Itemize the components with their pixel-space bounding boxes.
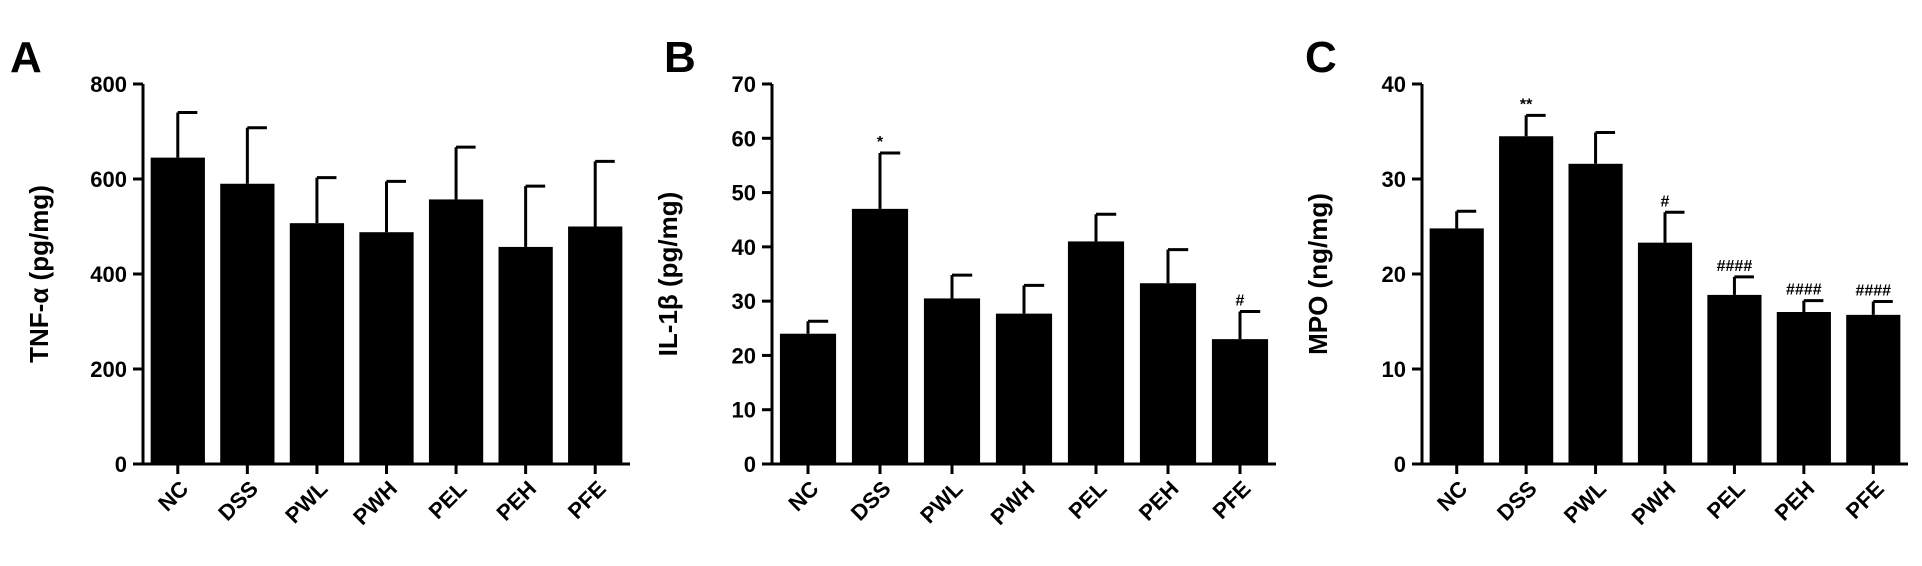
panel-letter: B bbox=[664, 33, 696, 82]
y-axis-title: IL-1β (pg/mg) bbox=[653, 192, 683, 357]
x-tick-label: PEL bbox=[1702, 476, 1750, 524]
bar-nc bbox=[779, 333, 837, 464]
y-tick-label: 800 bbox=[90, 72, 127, 97]
x-tick-label: DSS bbox=[213, 476, 263, 526]
panel-b: B 0 10 20 30 40 50 60 70 IL-1β (pg/mg) NC DSS * PWL PW… bbox=[653, 33, 1276, 530]
panel-a: A 0 200 400 600 800 TNF-α (pg/mg) NC DSS PWL PWH PE… bbox=[10, 33, 630, 530]
x-tick-label: PWL bbox=[915, 476, 967, 528]
y-axis-title: TNF-α (pg/mg) bbox=[24, 185, 54, 363]
bar-dss bbox=[851, 208, 909, 464]
x-tick-label: PWH bbox=[986, 476, 1040, 530]
x-tick-label: NC bbox=[153, 476, 193, 516]
y-tick-label: 400 bbox=[90, 262, 127, 287]
y-tick-label: 600 bbox=[90, 167, 127, 192]
y-tick-label: 30 bbox=[732, 289, 756, 314]
x-tick-label: NC bbox=[783, 476, 823, 516]
bar-pel bbox=[428, 199, 484, 465]
bar-pwl bbox=[923, 298, 981, 464]
significance-label: # bbox=[1661, 193, 1670, 210]
x-tick-label: PEL bbox=[1064, 476, 1112, 524]
y-tick-label: 70 bbox=[732, 72, 756, 97]
bar-dss bbox=[1499, 136, 1554, 464]
x-tick-label: PFE bbox=[1841, 476, 1889, 524]
bar-pwh bbox=[1637, 242, 1693, 464]
x-tick-label: PEH bbox=[492, 476, 542, 526]
y-axis-title: MPO (ng/mg) bbox=[1303, 193, 1333, 355]
x-tick-label: DSS bbox=[846, 476, 896, 526]
bar-pfe bbox=[1846, 314, 1901, 464]
bar-peh bbox=[1776, 312, 1831, 464]
y-tick-label: 0 bbox=[115, 452, 127, 477]
significance-label: #### bbox=[1717, 258, 1753, 275]
y-tick-label: 60 bbox=[732, 126, 756, 151]
x-tick-label: DSS bbox=[1492, 476, 1542, 526]
x-tick-label: PFE bbox=[563, 476, 611, 524]
y-tick-label: 40 bbox=[732, 235, 756, 260]
significance-label: #### bbox=[1855, 283, 1891, 300]
bar-pfe bbox=[1211, 339, 1269, 464]
significance-label: ** bbox=[1520, 96, 1533, 113]
panel-letter: A bbox=[10, 33, 42, 82]
bar-pwh bbox=[359, 232, 414, 464]
panel-c: C 0 10 20 30 40 MPO (ng/mg) NC DSS ** PWL PWH # PEL ##… bbox=[1303, 33, 1908, 530]
bar-pfe bbox=[568, 226, 623, 464]
x-tick-label: PFE bbox=[1208, 476, 1256, 524]
bar-pel bbox=[1067, 241, 1125, 464]
y-tick-label: 10 bbox=[732, 398, 756, 423]
bar-nc bbox=[150, 157, 205, 464]
y-tick-label: 0 bbox=[1394, 452, 1406, 477]
x-tick-label: PWL bbox=[1559, 476, 1611, 528]
bar-nc bbox=[1429, 228, 1484, 464]
y-tick-label: 0 bbox=[744, 452, 756, 477]
x-tick-label: PWH bbox=[348, 476, 402, 530]
significance-label: # bbox=[1236, 292, 1245, 309]
y-tick-label: 20 bbox=[732, 343, 756, 368]
x-tick-label: PEH bbox=[1770, 476, 1820, 526]
x-tick-label: PWL bbox=[280, 476, 332, 528]
y-tick-label: 10 bbox=[1382, 357, 1406, 382]
bar-pwl bbox=[1568, 163, 1623, 465]
bar-pel bbox=[1707, 294, 1762, 464]
bar-pwl bbox=[289, 223, 345, 464]
significance-label: * bbox=[877, 134, 884, 151]
significance-label: #### bbox=[1786, 282, 1822, 299]
x-tick-label: PEL bbox=[424, 476, 472, 524]
x-tick-label: PEH bbox=[1134, 476, 1184, 526]
y-tick-label: 50 bbox=[732, 181, 756, 206]
y-tick-label: 20 bbox=[1382, 262, 1406, 287]
bar-peh bbox=[498, 246, 553, 464]
y-tick-label: 30 bbox=[1382, 167, 1406, 192]
bar-pwh bbox=[995, 313, 1053, 464]
bar-peh bbox=[1139, 283, 1197, 464]
panel-letter: C bbox=[1305, 33, 1337, 82]
y-tick-label: 200 bbox=[90, 357, 127, 382]
y-tick-label: 40 bbox=[1382, 72, 1406, 97]
x-tick-label: NC bbox=[1432, 476, 1472, 516]
bar-dss bbox=[220, 183, 275, 464]
x-tick-label: PWH bbox=[1627, 476, 1681, 530]
